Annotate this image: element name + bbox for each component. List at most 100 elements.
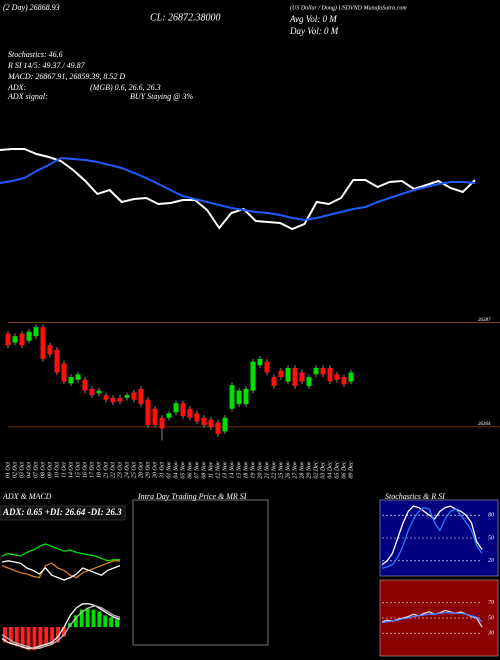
panel-subtitle: ADX: 0.65 +DI: 26.64 -DI: 26.3 [2, 507, 122, 517]
x-tick-label: 25 Nov [278, 461, 284, 479]
x-tick-label: 14 Nov [228, 461, 235, 479]
x-tick-label: 26 Nov [285, 461, 291, 479]
histogram-bar [50, 627, 55, 645]
y-tick-label: 70 [488, 600, 494, 606]
candle-body [110, 397, 116, 403]
candle-body [5, 333, 11, 346]
x-tick-label: 30 Oct [152, 462, 158, 479]
x-tick-label: 15 Oct [75, 462, 81, 478]
candle-body [117, 397, 123, 402]
x-tick-label: 28 Nov [299, 461, 305, 479]
histogram-bar [14, 627, 19, 647]
subtitle-box [0, 505, 126, 521]
candle-body [292, 367, 298, 387]
candle-body [222, 417, 228, 432]
x-tick-label: 07 Oct [33, 462, 39, 478]
y-tick-label: 26387 [478, 318, 491, 323]
series-line [1, 560, 121, 581]
day-vol: Day Vol: 0 M [289, 26, 339, 36]
x-tick-label: 28 Oct [138, 462, 144, 478]
candle-body [250, 361, 256, 391]
candle-body [124, 395, 130, 398]
x-tick-label: 01 Oct [5, 462, 11, 478]
x-tick-label: 06 Dec [341, 461, 347, 478]
histogram-bar [3, 627, 7, 643]
instrument-name: (US Dollar / Dong) USDVND MunafaSutra.co… [290, 4, 407, 11]
x-tick-label: 09 Oct [47, 462, 53, 478]
candle-body [12, 336, 18, 343]
close-label: CL: 26872.38000 [150, 12, 221, 23]
candle-body [208, 419, 214, 427]
histogram-bar [44, 627, 49, 647]
x-tick-label: 04 Nov [172, 461, 179, 479]
series-line [1, 560, 120, 579]
x-tick-label: 10 Oct [54, 462, 60, 478]
candle-body [187, 408, 193, 418]
x-tick-label: 24 Oct [123, 462, 130, 478]
x-tick-label: 22 Oct [110, 462, 116, 478]
series-line [1, 603, 121, 649]
histogram-bar [109, 617, 114, 627]
x-tick-label: 20 Nov [257, 461, 263, 479]
panel-title: Stochastics & R SI [385, 492, 445, 501]
candle-body [138, 388, 144, 405]
stat-line: (MGB) 0.6, 26.6, 26.3 [90, 83, 161, 92]
x-tick-label: 05 Dec [334, 461, 340, 478]
candle-body [54, 349, 60, 373]
histogram-bar [56, 627, 60, 643]
candle-body [194, 413, 200, 422]
candle-body [285, 367, 291, 382]
x-tick-label: 03 Oct [19, 462, 25, 478]
candle-body [264, 361, 270, 373]
series-line [0, 148, 476, 231]
candle-body [299, 372, 305, 382]
stat-line: R SI 14/5: 49.37 / 49.87 [7, 61, 86, 70]
y-tick-label: 80 [488, 513, 494, 519]
x-tick-label: 11 Oct [61, 462, 67, 478]
y-tick-label: 50 [488, 615, 494, 621]
x-tick-label: 29 Oct [145, 462, 151, 478]
panel-frame [132, 499, 269, 646]
x-tick-label: 12 Nov [215, 461, 221, 479]
y-tick-label: 26364 [478, 422, 491, 427]
x-tick-label: 03 Dec [320, 461, 326, 478]
stat-line: ADX: [7, 83, 27, 92]
x-tick-label: 19 Nov [250, 461, 256, 479]
y-tick-label: 30 [487, 631, 494, 637]
candle-body [61, 363, 67, 382]
candle-body [26, 331, 32, 341]
series-line [381, 506, 483, 570]
candle-body [313, 367, 319, 375]
candle-body [271, 377, 277, 387]
candle-body [89, 388, 95, 396]
x-tick-label: 11 Nov [208, 461, 214, 478]
panel-title: ADX & MACD [2, 492, 52, 501]
candle-body [320, 367, 326, 375]
x-tick-label: 08 Nov [201, 461, 207, 479]
candle-body [145, 399, 151, 426]
x-tick-label: 21 Nov [264, 461, 270, 479]
x-tick-label: 15 Nov [236, 461, 242, 479]
candle-body [327, 367, 333, 382]
histogram-bar [79, 609, 84, 627]
candle-body [152, 408, 158, 426]
avg-vol: Avg Vol: 0 M [289, 14, 337, 24]
candle-body [201, 417, 207, 426]
x-tick-label: 17 Oct [89, 462, 95, 478]
candle-body [68, 377, 74, 384]
histogram-bar [62, 627, 66, 637]
x-tick-label: 18 Nov [243, 461, 249, 479]
series-line [1, 543, 120, 562]
candle-body [334, 374, 340, 380]
x-tick-label: 07 Nov [194, 461, 200, 479]
x-tick-label: 09 Dec [348, 461, 354, 478]
x-tick-label: 21 Oct [103, 462, 109, 478]
candle-body [159, 417, 165, 429]
series-line [381, 612, 483, 624]
y-tick-label: 50 [488, 535, 494, 541]
candle-body [243, 388, 249, 405]
series-line [0, 156, 476, 222]
candle-body [96, 390, 102, 394]
stat-line: MACD: 26867.91, 26859.39, 8.52 D [7, 72, 125, 81]
candle-body [166, 413, 172, 418]
